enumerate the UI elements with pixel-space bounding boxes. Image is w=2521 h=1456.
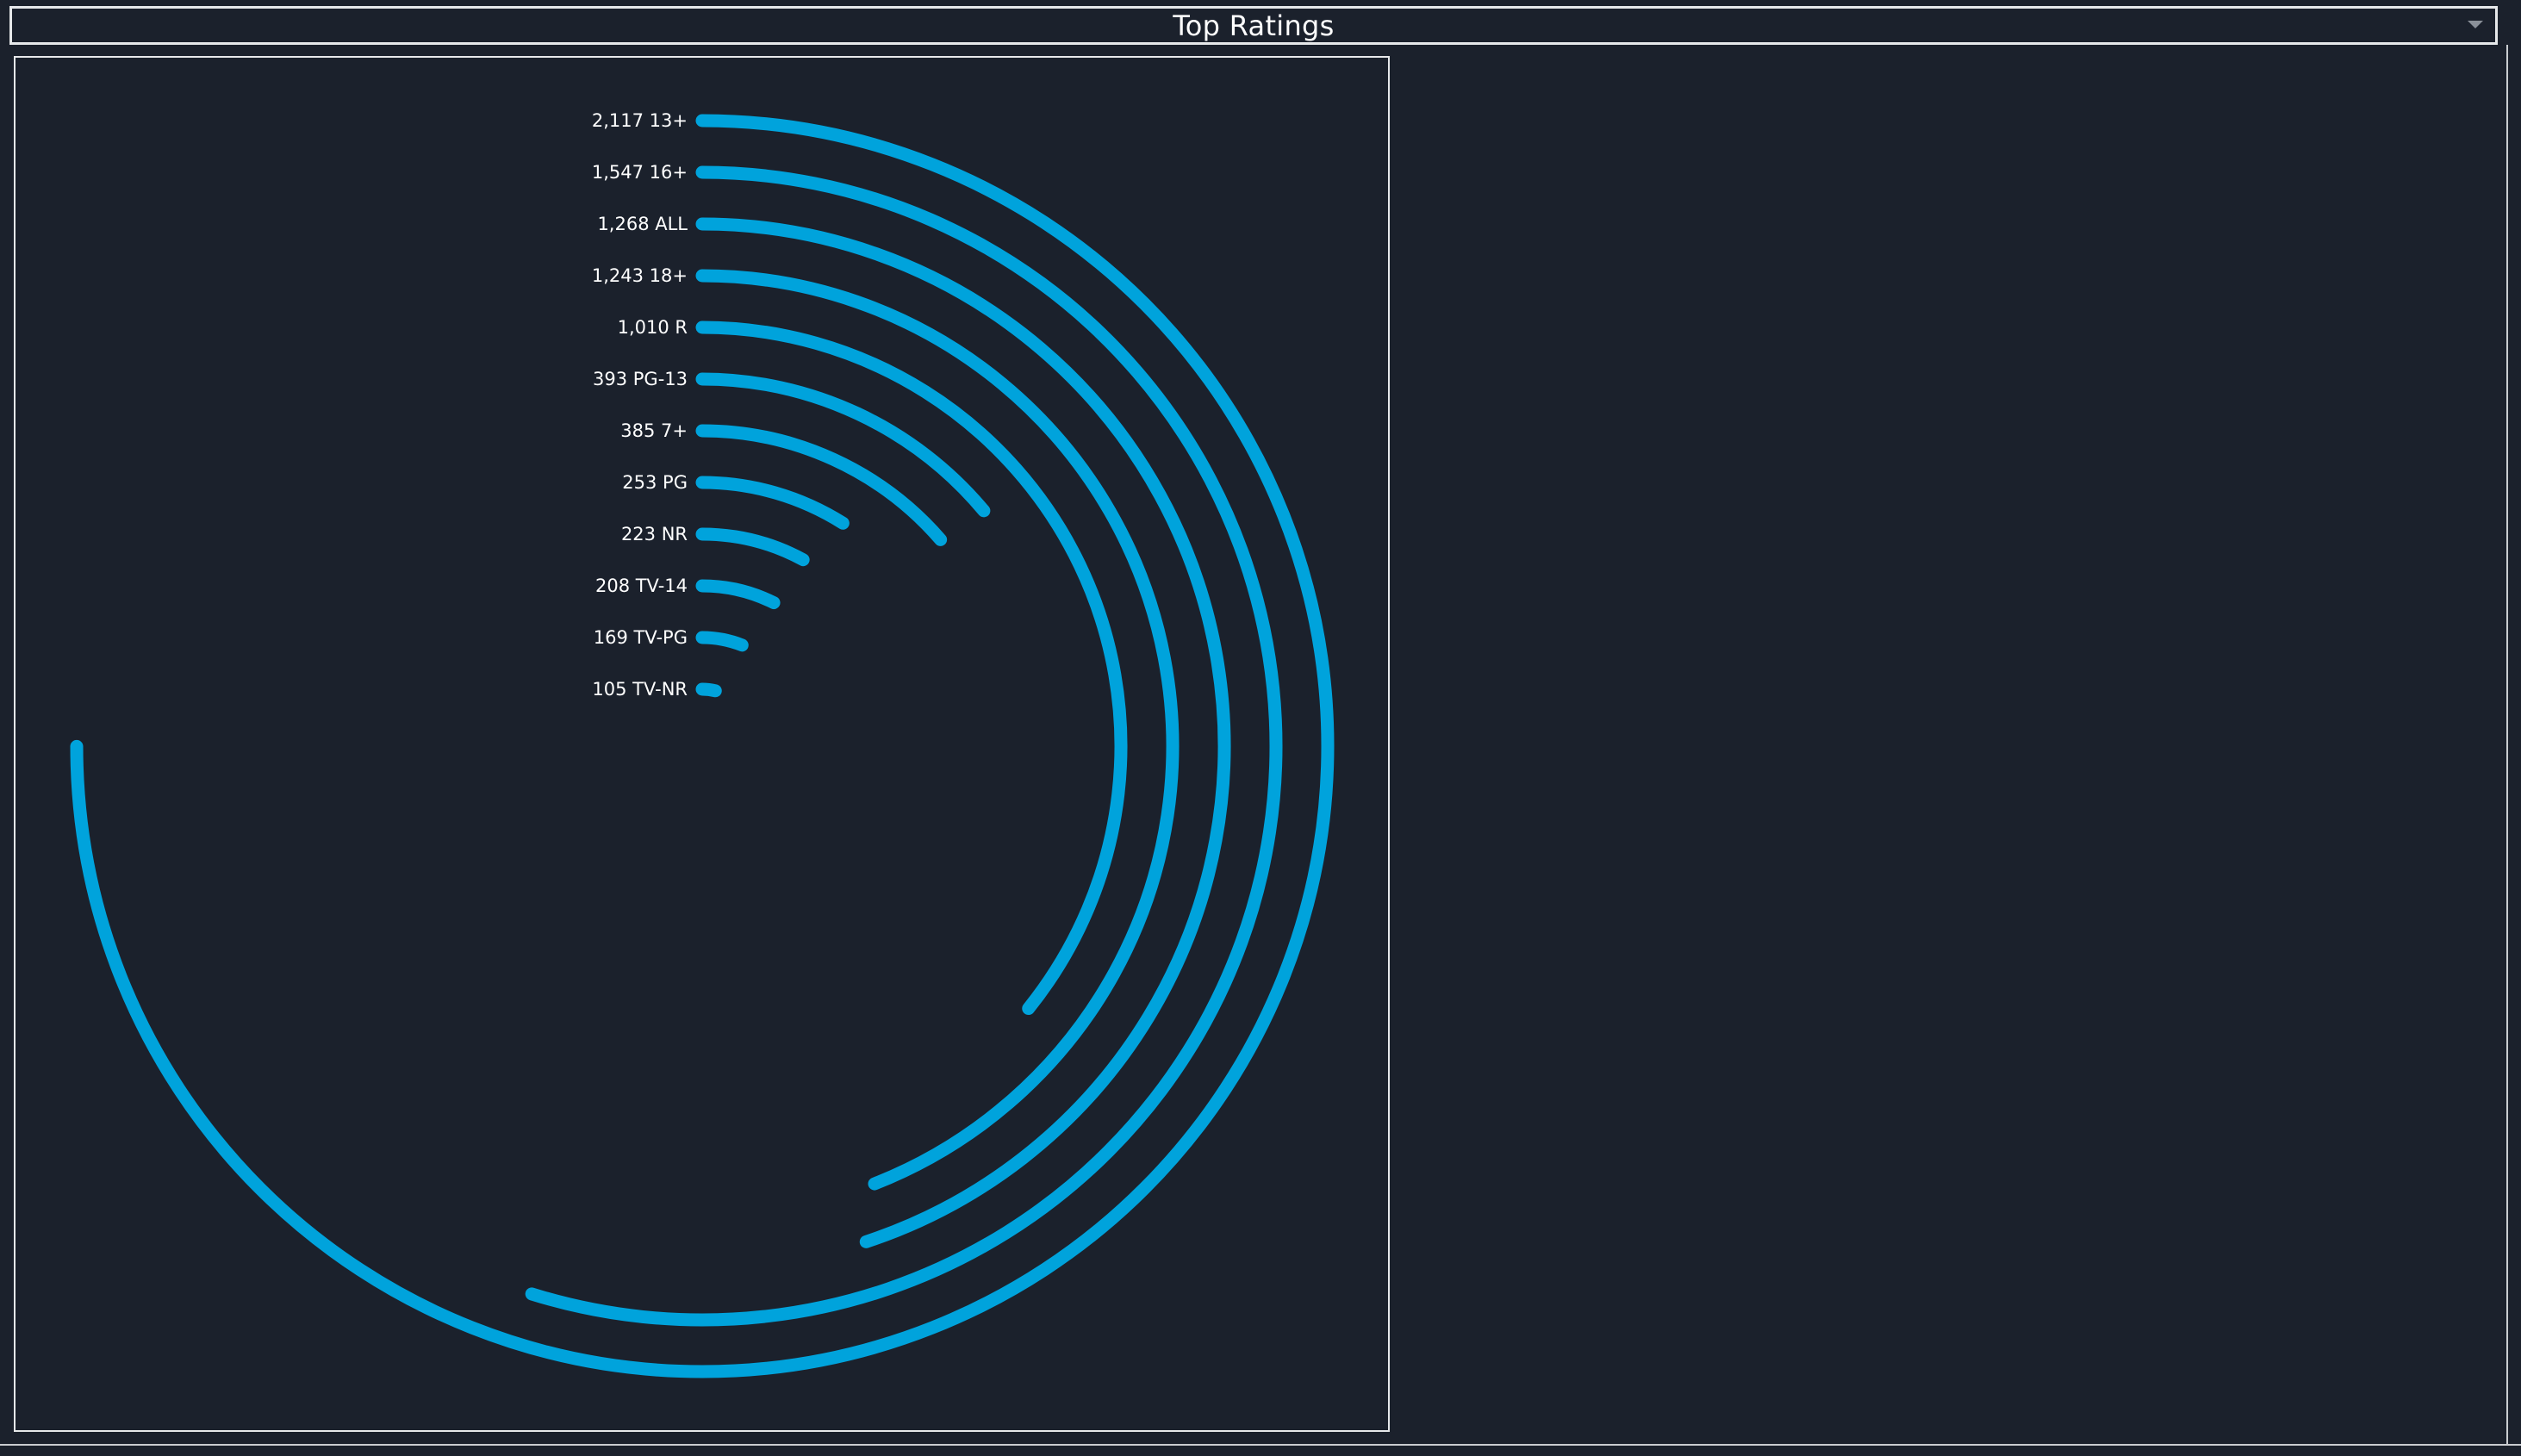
arc-r[interactable] [695, 320, 1128, 1016]
title-bar[interactable]: Top Ratings [9, 6, 2498, 45]
arc-pg[interactable] [695, 476, 850, 530]
arc-label: 1,010 R [618, 317, 688, 338]
arc-nr[interactable] [695, 527, 810, 567]
arc-label: 385 7+ [620, 420, 688, 441]
arc-tv-nr[interactable] [695, 682, 722, 698]
arc-13-[interactable] [70, 114, 1335, 1378]
radial-bar-chart: 2,117 13+ 1,547 16+ 1,268 ALL 1,243 18+ 1,01… [70, 110, 1335, 1378]
arc-7-[interactable] [695, 424, 948, 546]
arc-label: 1,268 ALL [597, 214, 688, 234]
arc-all[interactable] [695, 217, 1231, 1248]
radial-chart-panel: 2,117 13+ 1,547 16+ 1,268 ALL 1,243 18+ 1,01… [14, 56, 1390, 1432]
arc-label: 253 PG [622, 472, 688, 493]
arc-label: 208 TV-14 [595, 576, 688, 596]
page-title: Top Ratings [1173, 9, 1335, 42]
frame-divider-right [2506, 45, 2508, 1446]
arc-pg-13[interactable] [695, 372, 991, 518]
arc-label: 1,243 18+ [592, 265, 688, 286]
arc-16-[interactable] [525, 165, 1283, 1327]
arc-label: 169 TV-PG [594, 627, 688, 648]
arc-label: 1,547 16+ [592, 162, 688, 183]
arc-tv-pg[interactable] [695, 631, 749, 652]
arc-label: 393 PG-13 [593, 369, 688, 389]
arc-18-[interactable] [695, 269, 1180, 1191]
chevron-down-icon[interactable] [2468, 21, 2483, 28]
arc-label: 2,117 13+ [592, 110, 688, 131]
frame-divider-bottom [0, 1444, 2521, 1446]
arc-label: 223 NR [621, 524, 688, 544]
arc-label: 105 TV-NR [592, 679, 688, 700]
arc-tv-14[interactable] [695, 579, 781, 610]
